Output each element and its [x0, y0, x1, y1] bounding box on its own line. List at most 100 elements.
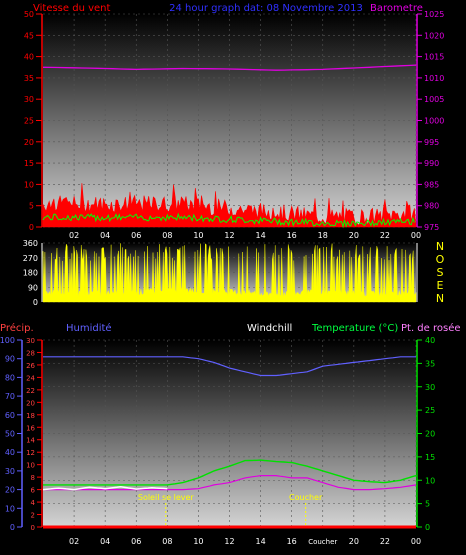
humidity-tick-label: 50 [5, 430, 15, 439]
humidity-tick-label: 60 [5, 411, 15, 420]
temp-tick-label: 35 [425, 359, 435, 368]
sunset-label: Coucher [289, 493, 323, 502]
wind-title: Vitesse du vent [33, 3, 110, 14]
left-tick-label: 25 [24, 117, 34, 126]
humidity-tick-label: 40 [5, 448, 15, 457]
right-tick-label: 1025 [424, 10, 444, 19]
x-tick-label: 20 [349, 231, 359, 240]
precip-tick-label: 8 [31, 474, 35, 482]
humidity-tick-label: 90 [5, 355, 15, 364]
dir-tick-label: 0 [33, 298, 38, 307]
left-tick-label: 15 [24, 159, 34, 168]
x-tick-label: 20 [349, 537, 359, 546]
center-title: 24 hour graph dat: 08 Novembre 2013 [169, 3, 363, 14]
x-tick-label: 06 [131, 231, 141, 240]
x-tick-label: 22 [380, 537, 390, 546]
right-tick-label: 1010 [424, 74, 444, 83]
left-tick-label: 5 [29, 202, 34, 211]
x-tick-label: Coucher [308, 538, 337, 546]
left-tick-label: 45 [24, 31, 34, 40]
x-tick-label: 02 [69, 231, 79, 240]
precip-tick-label: 2 [31, 512, 35, 520]
temp-tick-label: 15 [425, 453, 435, 462]
dewpoint-series [43, 475, 417, 491]
x-tick-label: 22 [380, 231, 390, 240]
precip-tick-label: 12 [26, 449, 35, 457]
precip-tick-label: 10 [26, 462, 35, 470]
left-tick-label: 35 [24, 74, 34, 83]
right-tick-label: 1015 [424, 53, 444, 62]
dewpoint-header: Pt. de rosée [401, 322, 461, 334]
x-tick-label: 08 [162, 537, 172, 546]
temperature-header: Temperature (°C) [311, 323, 398, 334]
right-tick-label: 1005 [424, 95, 444, 104]
x-tick-label: 02 [69, 537, 79, 546]
temp-tick-label: 25 [425, 406, 435, 415]
left-tick-label: 0 [29, 223, 34, 232]
right-tick-label: 995 [424, 138, 439, 147]
direction-label: E [437, 279, 444, 292]
humidity-tick-label: 20 [5, 486, 15, 495]
precip-tick-label: 30 [26, 337, 35, 345]
x-tick-label: 10 [193, 537, 203, 546]
dir-tick-label: 180 [23, 269, 38, 278]
windchill-series [42, 486, 168, 491]
right-tick-label: 990 [424, 159, 439, 168]
windchill-header: Windchill [247, 323, 292, 334]
dir-tick-label: 360 [23, 239, 38, 248]
right-tick-label: 975 [424, 223, 439, 232]
humidity-tick-label: 80 [5, 373, 15, 382]
left-tick-label: 30 [24, 95, 34, 104]
temp-tick-label: 40 [425, 336, 435, 345]
left-tick-label: 10 [24, 180, 34, 189]
temperature-series [43, 459, 417, 486]
precip-tick-label: 16 [26, 424, 35, 432]
precip-tick-label: 4 [31, 499, 36, 507]
baro-series [42, 64, 417, 71]
precip-tick-label: 26 [26, 362, 35, 370]
humidity-tick-label: 30 [5, 467, 15, 476]
temp-tick-label: 5 [425, 500, 430, 509]
baro-title: Barometre [370, 3, 423, 14]
humidity-header: Humidité [66, 322, 112, 334]
x-tick-label: 06 [131, 537, 141, 546]
x-tick-label: 14 [255, 231, 265, 240]
left-tick-label: 20 [24, 138, 34, 147]
temp-tick-label: 10 [425, 476, 435, 485]
direction-label: O [436, 253, 445, 266]
left-tick-label: 40 [24, 53, 34, 62]
temp-tick-label: 30 [425, 383, 435, 392]
direction-series [42, 243, 417, 303]
right-tick-label: 1020 [424, 31, 444, 40]
dir-tick-label: 270 [23, 254, 38, 263]
precip-tick-label: 6 [31, 487, 36, 495]
precip-header: Précip. [0, 322, 34, 334]
precip-tick-label: 0 [31, 524, 35, 532]
x-tick-label: 12 [224, 231, 234, 240]
humidity-tick-label: 100 [0, 336, 15, 345]
precip-tick-label: 22 [26, 387, 35, 395]
x-tick-label: 08 [162, 231, 172, 240]
x-tick-label: 14 [255, 537, 265, 546]
direction-label: S [437, 266, 444, 279]
right-tick-label: 980 [424, 202, 439, 211]
x-tick-label: 04 [100, 231, 110, 240]
humidity-tick-label: 70 [5, 392, 15, 401]
precip-tick-label: 24 [26, 374, 35, 382]
temp-tick-label: 20 [425, 430, 435, 439]
humidity-tick-label: 10 [5, 504, 15, 513]
wind-series [42, 183, 417, 228]
precip-tick-label: 28 [26, 349, 35, 357]
humidity-tick-label: 0 [10, 523, 15, 532]
x-tick-label: 10 [193, 231, 203, 240]
direction-label: N [436, 292, 444, 305]
precip-tick-label: 20 [26, 399, 35, 407]
x-tick-label: 00 [411, 537, 421, 546]
x-tick-label: 16 [287, 231, 297, 240]
direction-label: N [436, 240, 444, 253]
gust-series [42, 212, 415, 229]
temp-tick-label: 0 [425, 523, 430, 532]
x-tick-label: 12 [224, 537, 234, 546]
